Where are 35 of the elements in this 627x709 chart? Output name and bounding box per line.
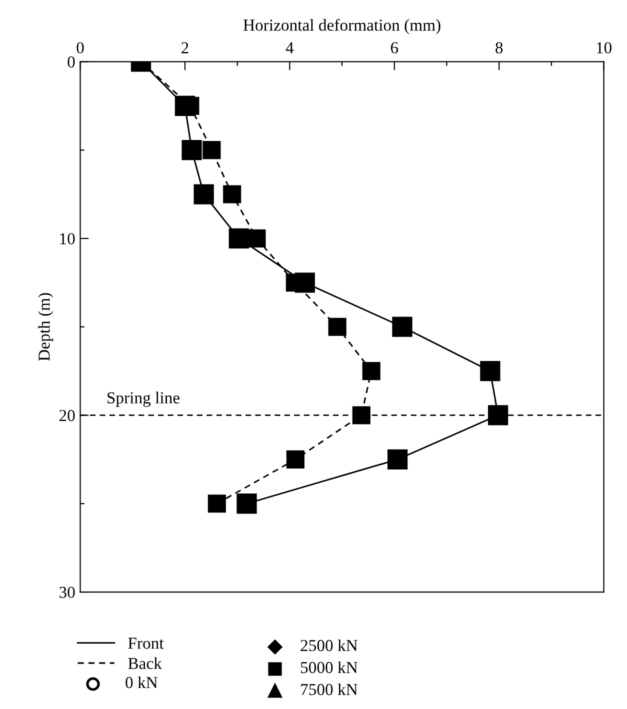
point <box>248 229 266 248</box>
point <box>286 450 304 468</box>
point <box>328 318 346 336</box>
point <box>202 141 221 160</box>
x-tick-label: 10 <box>596 42 612 54</box>
point <box>352 406 370 424</box>
point <box>488 405 508 426</box>
text: 0 kN <box>126 676 158 688</box>
text: 7500 kN <box>301 683 358 696</box>
y-tick-label: 10 <box>60 233 75 244</box>
x-tick-label: 8 <box>496 42 503 54</box>
text: 5000 kN <box>300 661 358 674</box>
x-tick-label: 6 <box>390 42 398 54</box>
point <box>236 494 257 514</box>
point <box>480 360 500 382</box>
x-tick-label: 0 <box>76 42 84 54</box>
point <box>387 449 408 470</box>
point <box>194 184 214 204</box>
y-tick-label: 0 <box>68 56 75 68</box>
point <box>392 316 412 337</box>
legend-label: Back <box>128 657 162 670</box>
legend-label: Front <box>128 638 164 649</box>
point <box>228 228 249 249</box>
ref-line-label: Spring line <box>108 392 180 407</box>
point <box>362 362 380 380</box>
x-tick-label: 4 <box>286 42 294 54</box>
y-tick-label: 20 <box>59 410 75 422</box>
point <box>223 185 242 204</box>
x-axis-title: Horizontal deformation (mm) <box>243 18 440 34</box>
x-tick-label: 2 <box>182 42 188 54</box>
y-tick-label: 30 <box>60 586 75 598</box>
point <box>208 494 226 513</box>
y-axis-title: Depth (m) <box>38 293 54 361</box>
point <box>182 140 202 160</box>
text: 2500 kN <box>300 639 358 652</box>
